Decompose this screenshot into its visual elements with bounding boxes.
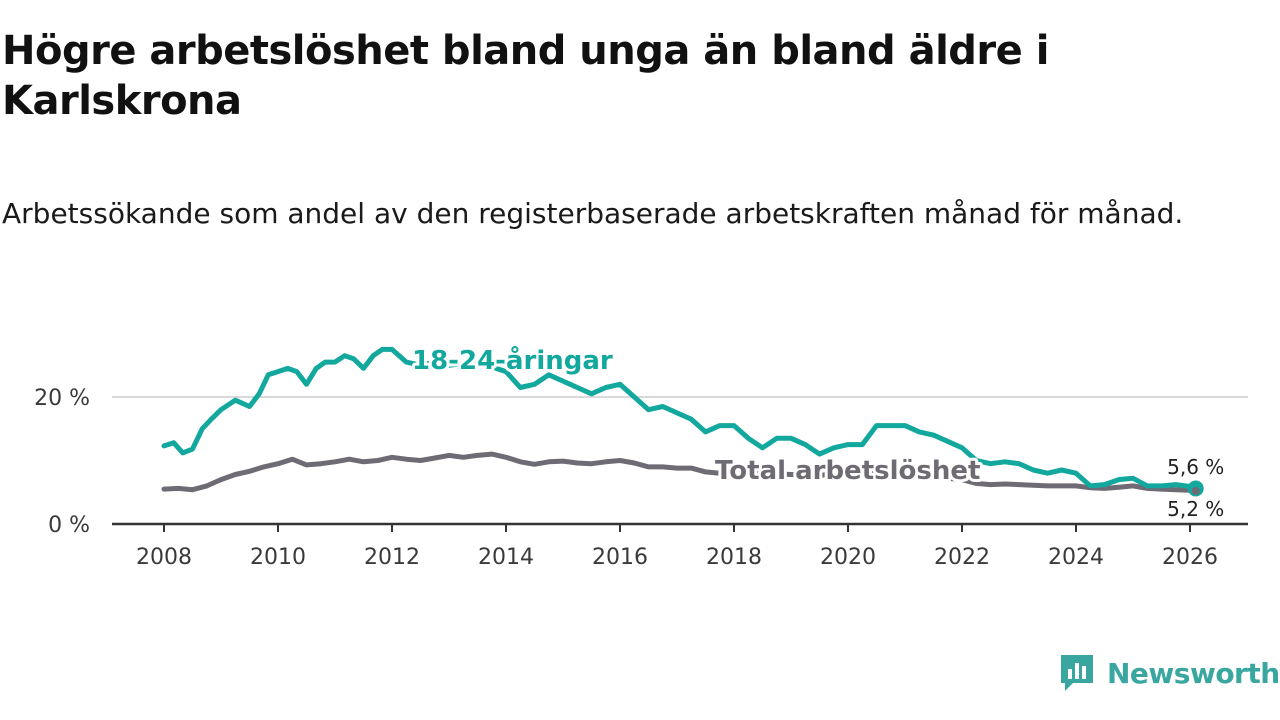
x-tick-label: 2022 bbox=[934, 545, 990, 570]
x-tick-label: 2008 bbox=[136, 545, 192, 570]
series-line-youth bbox=[161, 346, 1199, 491]
x-tick-label: 2020 bbox=[820, 545, 876, 570]
brand-name: Newsworthy bbox=[1107, 656, 1280, 690]
y-tick-label: 20 % bbox=[34, 386, 90, 411]
x-tick-label: 2016 bbox=[592, 545, 648, 570]
chart-title: Högre arbetslöshet bland unga än bland ä… bbox=[2, 28, 1049, 124]
series-label-total: Total arbetslöshet bbox=[715, 456, 980, 486]
end-label-youth: 5,6 % bbox=[1167, 455, 1224, 479]
end-label-total: 5,2 % bbox=[1167, 497, 1224, 521]
x-tick-label: 2012 bbox=[364, 545, 420, 570]
grid-layer: 0 % 20 % 2008 2010 2012 2014 2016 2018 2020 2022 2… bbox=[34, 386, 1248, 570]
x-tick-label: 2024 bbox=[1048, 545, 1104, 570]
series-label-youth: 18-24-åringar bbox=[412, 344, 613, 376]
newsworthy-logo-icon bbox=[1061, 655, 1093, 691]
series-layer bbox=[161, 346, 1199, 494]
line-chart: 0 % 20 % 2008 2010 2012 2014 2016 2018 2020 2022 2… bbox=[34, 341, 1248, 570]
y-tick-label: 0 % bbox=[48, 513, 90, 538]
x-tick-label: 2018 bbox=[706, 545, 762, 570]
x-tick-label: 2010 bbox=[250, 545, 306, 570]
chart-subtitle: Arbetssökande som andel av den registerb… bbox=[2, 197, 1184, 230]
series-line-total bbox=[161, 451, 1199, 494]
brand-logo: Newsworthy bbox=[1059, 652, 1280, 694]
end-marker-total bbox=[1191, 486, 1200, 495]
x-tick-label: 2014 bbox=[478, 545, 534, 570]
label-layer: 5,6 % 5,2 % 18-24-åringar Total arbetslöshe… bbox=[409, 341, 1227, 524]
x-tick-label: 2026 bbox=[1162, 545, 1218, 570]
